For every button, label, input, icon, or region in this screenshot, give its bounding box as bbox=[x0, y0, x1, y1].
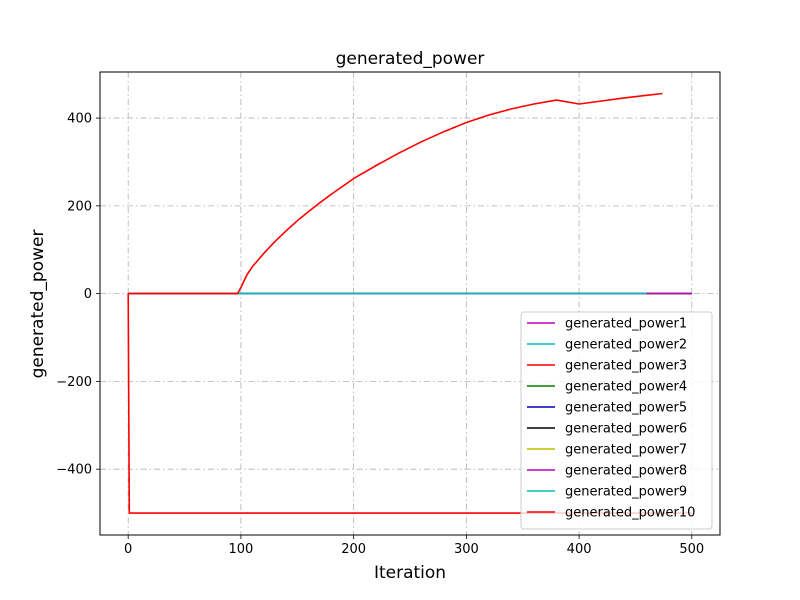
series-line-10 bbox=[128, 92, 663, 295]
legend-label: generated_power9 bbox=[565, 485, 687, 500]
legend-label: generated_power6 bbox=[565, 422, 687, 437]
x-tick-label: 500 bbox=[679, 542, 704, 557]
legend-label: generated_power2 bbox=[565, 338, 687, 353]
legend-box bbox=[520, 311, 713, 530]
y-tick-label: 0 bbox=[84, 287, 92, 302]
x-tick-label: 200 bbox=[341, 542, 366, 557]
axis-ticks: 0 100 200 300 400 500 −400 −200 0 200 400 bbox=[56, 112, 704, 557]
x-tick-label: 100 bbox=[228, 542, 253, 557]
legend-label: generated_power3 bbox=[565, 359, 687, 374]
legend: generated_power1 generated_power2 generate… bbox=[520, 311, 713, 530]
x-axis-label: Iteration bbox=[374, 563, 446, 583]
y-tick-label: −400 bbox=[56, 463, 92, 478]
plot-area-frame bbox=[99, 71, 721, 536]
legend-label: generated_power7 bbox=[565, 443, 687, 458]
chart-title: generated_power bbox=[336, 49, 485, 69]
legend-label: generated_power10 bbox=[565, 506, 695, 521]
y-tick-label: −200 bbox=[56, 375, 92, 390]
x-tick-label: 300 bbox=[454, 542, 479, 557]
y-tick-label: 200 bbox=[67, 199, 92, 214]
x-tick-label: 400 bbox=[567, 542, 592, 557]
legend-label: generated_power8 bbox=[565, 464, 687, 479]
y-tick-label: 400 bbox=[67, 112, 92, 127]
y-axis-label: generated_power bbox=[28, 230, 48, 379]
legend-label: generated_power5 bbox=[565, 401, 687, 416]
x-tick-label: 0 bbox=[124, 542, 132, 557]
legend-label: generated_power1 bbox=[565, 317, 687, 332]
legend-label: generated_power4 bbox=[565, 380, 687, 395]
